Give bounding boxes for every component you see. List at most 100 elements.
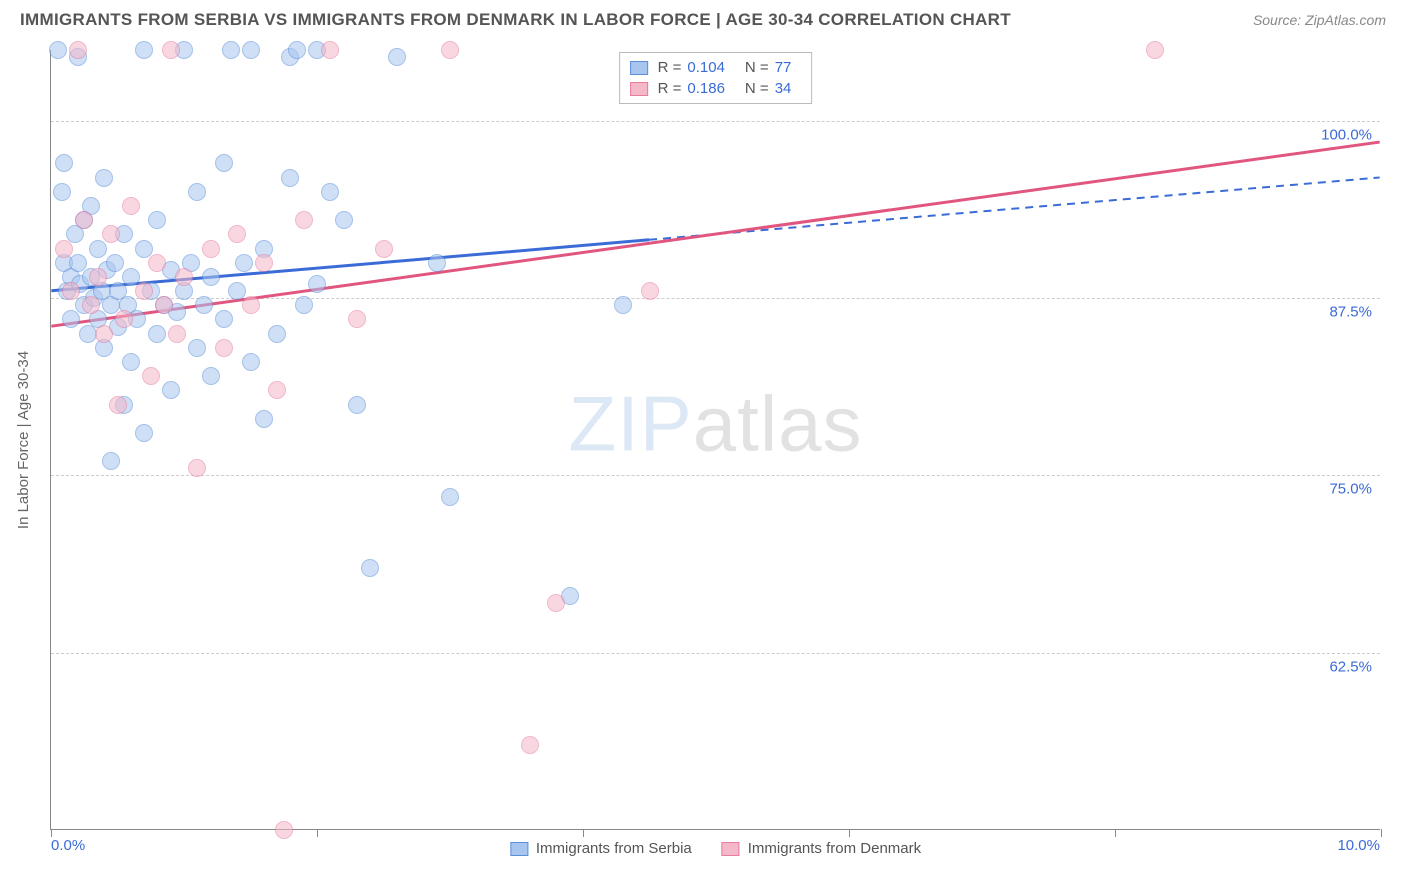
x-tick <box>51 829 52 837</box>
r-label: R = <box>658 80 682 97</box>
scatter-point <box>82 296 100 314</box>
scatter-point <box>228 225 246 243</box>
scatter-point <box>95 169 113 187</box>
stats-legend-row: R = 0.104 N = 77 <box>630 57 802 78</box>
y-tick-label: 87.5% <box>1329 304 1372 321</box>
scatter-point <box>168 325 186 343</box>
scatter-point <box>268 325 286 343</box>
x-tick <box>583 829 584 837</box>
x-axis-max-label: 10.0% <box>1337 837 1380 854</box>
scatter-point <box>295 296 313 314</box>
scatter-point <box>55 240 73 258</box>
series-legend: Immigrants from Serbia Immigrants from De… <box>510 840 921 857</box>
scatter-point <box>235 254 253 272</box>
scatter-point <box>148 254 166 272</box>
n-value: 34 <box>775 80 792 97</box>
r-value: 0.186 <box>687 80 725 97</box>
r-value: 0.104 <box>687 59 725 76</box>
source-label: Source: ZipAtlas.com <box>1253 12 1386 28</box>
scatter-point <box>62 310 80 328</box>
scatter-point <box>102 452 120 470</box>
scatter-point <box>135 41 153 59</box>
scatter-point <box>348 396 366 414</box>
scatter-point <box>641 282 659 300</box>
scatter-point <box>188 339 206 357</box>
scatter-point <box>255 254 273 272</box>
scatter-point <box>335 211 353 229</box>
chart-plot-area: ZIPatlas 62.5%75.0%87.5%100.0% R =0.104N… <box>50 50 1380 830</box>
trend-lines <box>51 50 1380 829</box>
scatter-point <box>135 282 153 300</box>
scatter-point <box>281 169 299 187</box>
scatter-point <box>175 268 193 286</box>
scatter-point <box>202 268 220 286</box>
scatter-point <box>62 282 80 300</box>
scatter-point <box>215 310 233 328</box>
scatter-point <box>288 41 306 59</box>
scatter-point <box>295 211 313 229</box>
scatter-point <box>75 211 93 229</box>
x-tick <box>1115 829 1116 837</box>
scatter-point <box>89 268 107 286</box>
gridline <box>51 475 1380 476</box>
scatter-point <box>242 353 260 371</box>
scatter-point <box>268 381 286 399</box>
legend-label: Immigrants from Denmark <box>748 840 921 857</box>
scatter-point <box>375 240 393 258</box>
scatter-point <box>215 339 233 357</box>
scatter-point <box>95 325 113 343</box>
x-tick <box>317 829 318 837</box>
scatter-point <box>69 41 87 59</box>
scatter-point <box>106 254 124 272</box>
scatter-point <box>195 296 213 314</box>
scatter-point <box>361 559 379 577</box>
scatter-point <box>109 396 127 414</box>
x-tick <box>849 829 850 837</box>
x-axis-min-label: 0.0% <box>51 837 85 854</box>
scatter-point <box>188 183 206 201</box>
scatter-point <box>614 296 632 314</box>
scatter-point <box>202 240 220 258</box>
legend-label: Immigrants from Serbia <box>536 840 692 857</box>
watermark: ZIPatlas <box>568 378 862 469</box>
scatter-point <box>521 736 539 754</box>
n-value: 77 <box>775 59 792 76</box>
scatter-point <box>242 41 260 59</box>
scatter-point <box>135 424 153 442</box>
scatter-point <box>321 41 339 59</box>
n-label: N = <box>745 59 769 76</box>
scatter-point <box>215 154 233 172</box>
legend-swatch <box>630 82 648 96</box>
scatter-point <box>441 41 459 59</box>
scatter-point <box>255 410 273 428</box>
scatter-point <box>188 459 206 477</box>
scatter-point <box>155 296 173 314</box>
gridline <box>51 653 1380 654</box>
scatter-point <box>53 183 71 201</box>
scatter-point <box>275 821 293 839</box>
y-tick-label: 62.5% <box>1329 658 1372 675</box>
legend-swatch <box>510 842 528 856</box>
stats-legend: R =0.104N =77R =0.186N =34 <box>619 52 813 104</box>
stats-legend-row: R =0.186N =34 <box>630 78 802 99</box>
scatter-point <box>308 275 326 293</box>
chart-title: IMMIGRANTS FROM SERBIA VS IMMIGRANTS FRO… <box>20 10 1011 30</box>
scatter-point <box>148 325 166 343</box>
scatter-point <box>441 488 459 506</box>
scatter-point <box>222 41 240 59</box>
scatter-point <box>122 268 140 286</box>
y-axis-title: In Labor Force | Age 30-34 <box>15 351 32 529</box>
scatter-point <box>115 310 133 328</box>
legend-swatch <box>722 842 740 856</box>
scatter-point <box>89 240 107 258</box>
scatter-point <box>321 183 339 201</box>
y-tick-label: 75.0% <box>1329 481 1372 498</box>
scatter-point <box>69 254 87 272</box>
r-label: R = <box>658 59 682 76</box>
x-tick <box>1381 829 1382 837</box>
scatter-point <box>242 296 260 314</box>
scatter-point <box>388 48 406 66</box>
trend-line-dashed <box>649 177 1380 239</box>
scatter-point <box>102 225 120 243</box>
legend-item: Immigrants from Serbia <box>510 840 692 857</box>
